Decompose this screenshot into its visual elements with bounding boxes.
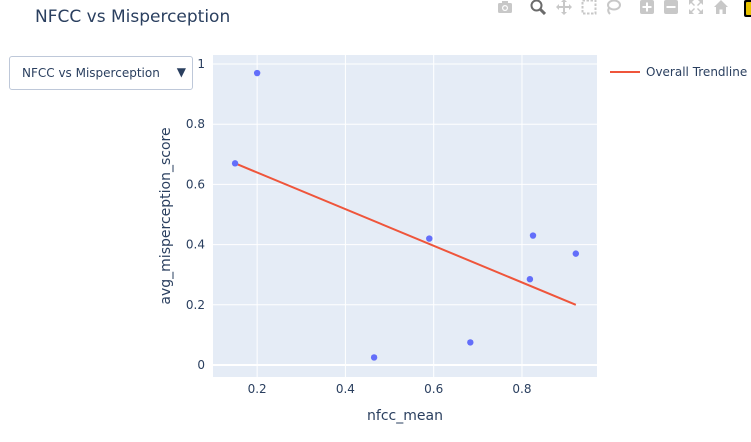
- pan-icon[interactable]: [555, 0, 573, 15]
- trendline: [234, 162, 577, 306]
- data-point[interactable]: [467, 339, 474, 346]
- data-point[interactable]: [526, 275, 534, 283]
- data-point[interactable]: [253, 69, 261, 77]
- chevron-down-icon: ▼: [176, 65, 186, 79]
- y-tick-label: 0.4: [186, 238, 205, 252]
- legend-item-trendline[interactable]: Overall Trendline: [610, 63, 747, 81]
- plot-area[interactable]: [213, 55, 597, 377]
- modebar-toolbar: [494, 0, 751, 15]
- legend-label: Overall Trendline: [646, 65, 748, 79]
- chart-selector-dropdown[interactable]: NFCC vs Misperception ▼: [9, 56, 193, 90]
- tick-labels: 0.2 0.4 0.6 0.8 0 0.2 0.4 0.6 0.8 1: [186, 57, 532, 396]
- home-icon[interactable]: [712, 0, 730, 15]
- trendline-layer: [234, 162, 577, 306]
- logo-icon: [744, 0, 751, 17]
- dropdown-selected-label: NFCC vs Misperception: [22, 66, 160, 80]
- x-tick-label: 0.8: [512, 382, 531, 396]
- autoscale-icon[interactable]: [687, 0, 705, 15]
- x-tick-label: 0.6: [424, 382, 443, 396]
- data-point[interactable]: [426, 235, 433, 242]
- box-select-icon[interactable]: [580, 0, 598, 15]
- y-tick-label: 0.8: [186, 117, 205, 131]
- grid-lines: [213, 55, 597, 377]
- points-layer: [231, 69, 580, 361]
- zoom-in-icon[interactable]: [638, 0, 656, 15]
- x-tick-label: 0.4: [336, 382, 355, 396]
- data-point[interactable]: [370, 354, 378, 361]
- chart-title: NFCC vs Misperception: [35, 7, 231, 27]
- data-point[interactable]: [572, 250, 580, 257]
- camera-icon[interactable]: [496, 0, 514, 15]
- y-axis-label: avg_misperception_score: [158, 127, 174, 304]
- x-tick-label: 0.2: [248, 382, 267, 396]
- y-tick-label: 0.2: [186, 298, 205, 312]
- x-axis-label: nfcc_mean: [367, 408, 443, 424]
- y-tick-label: 0: [197, 358, 205, 372]
- legend-line-swatch: [610, 71, 640, 73]
- zoom-icon[interactable]: [529, 0, 547, 15]
- data-point[interactable]: [529, 232, 537, 239]
- zoom-out-icon[interactable]: [662, 0, 680, 15]
- data-point[interactable]: [231, 160, 239, 167]
- lasso-select-icon[interactable]: [604, 0, 622, 15]
- y-tick-label: 1: [197, 57, 205, 71]
- y-tick-label: 0.6: [186, 177, 205, 191]
